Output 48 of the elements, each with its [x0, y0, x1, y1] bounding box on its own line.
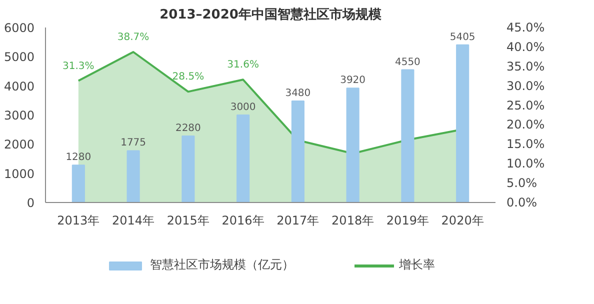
data-label: 2280 — [175, 123, 201, 134]
bar — [346, 88, 360, 202]
y-tick-label: 2000 — [4, 138, 35, 152]
y2-tick-label: 30.0% — [506, 78, 545, 93]
legend-label: 增长率 — [399, 256, 435, 274]
data-label: 3920 — [340, 75, 366, 86]
y-tick-label: 1000 — [4, 166, 35, 181]
y2-tick-label: 10.0% — [506, 156, 545, 171]
data-label: 4550 — [394, 56, 420, 68]
data-label: 3000 — [230, 102, 256, 113]
y2-tick-label: 45.0% — [506, 20, 545, 34]
bar — [291, 100, 304, 202]
y2-tick-label: 40.0% — [506, 40, 545, 54]
y-tick-label: 3000 — [4, 108, 35, 122]
y2-tick-label: 20.0% — [506, 118, 545, 132]
bar — [72, 164, 85, 202]
y2-tick-label: 0.0% — [506, 196, 537, 210]
bar — [236, 114, 250, 202]
y2-tick-label: 35.0% — [506, 59, 545, 74]
y2-tick-label: 5.0% — [506, 176, 537, 190]
x-tick-label: 2018年 — [332, 214, 374, 228]
y-tick-label: 5000 — [4, 50, 35, 64]
y2-tick-label: 25.0% — [506, 98, 545, 112]
data-label: 3480 — [285, 88, 311, 99]
x-tick-label: 2016年 — [222, 214, 264, 228]
x-tick-label: 2019年 — [386, 214, 429, 228]
x-tick-label: 2015年 — [166, 214, 210, 228]
bar — [182, 136, 195, 202]
data-label: 28.5% — [172, 72, 204, 83]
chart-title: 2013–2020年中国智慧社区市场规模 — [160, 6, 382, 22]
data-label: 38.7% — [117, 32, 150, 43]
legend-label: 智慧社区市场规模（亿元） — [150, 256, 294, 274]
data-label: 31.3% — [62, 60, 94, 72]
data-label: 1280 — [66, 152, 92, 164]
x-tick-label: 2014年 — [112, 214, 155, 228]
y2-tick-label: 15.0% — [506, 137, 545, 152]
data-label: 1775 — [120, 138, 146, 149]
x-tick-label: 2013年 — [57, 214, 100, 228]
x-tick-label: 2020年 — [441, 214, 484, 228]
x-tick-label: 2017年 — [276, 214, 320, 228]
bar — [401, 69, 414, 202]
data-label: 31.6% — [227, 60, 259, 71]
y-tick-label: 4000 — [4, 79, 35, 94]
bar — [456, 44, 470, 202]
bar — [126, 150, 140, 202]
y-tick-label: 6000 — [4, 21, 35, 35]
y-tick-label: 0 — [26, 196, 35, 210]
data-label: 5405 — [450, 32, 476, 43]
